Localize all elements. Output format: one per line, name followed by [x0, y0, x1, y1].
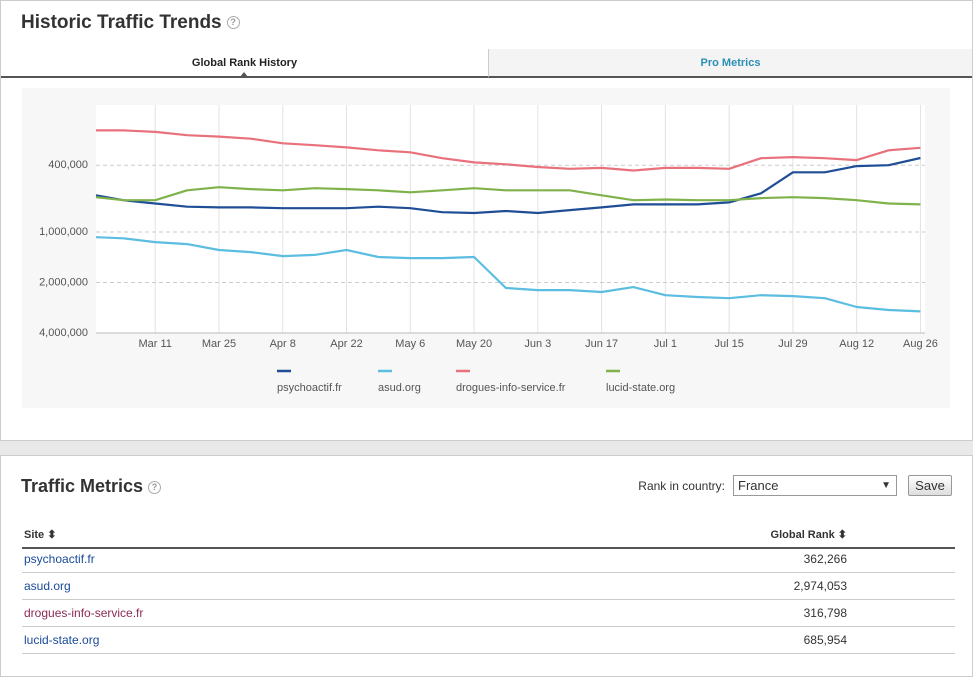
y-tick-label: 4,000,000	[39, 327, 88, 339]
x-tick-label: Jul 15	[714, 338, 743, 350]
country-select[interactable]: France ▼	[733, 475, 897, 496]
tab-pointer	[240, 72, 248, 77]
x-tick-label: Apr 22	[330, 338, 362, 350]
legend-item: psychoactif.fr	[277, 369, 342, 394]
x-tick-label: Jul 1	[654, 338, 677, 350]
column-label: Global Rank	[770, 529, 835, 541]
site-link[interactable]: lucid-state.org	[24, 633, 100, 647]
metrics-title-wrap: Traffic Metrics?	[21, 476, 162, 497]
series-line	[95, 156, 921, 215]
series-line	[95, 236, 921, 313]
country-value: France	[738, 478, 779, 493]
table-row: lucid-state.org 685,954	[22, 627, 955, 654]
legend-label: asud.org	[378, 382, 421, 394]
x-tick-label: Apr 8	[270, 338, 296, 350]
select-arrow: ▼	[881, 480, 891, 491]
x-tick-label: Mar 11	[139, 338, 172, 350]
metrics-title: Traffic Metrics	[21, 476, 144, 496]
series-line	[95, 186, 921, 206]
column-label: Site	[24, 529, 45, 541]
tab[interactable]: Pro Metrics	[489, 49, 972, 78]
legend-label: lucid-state.org	[606, 382, 675, 394]
x-tick-label: May 20	[456, 338, 492, 350]
x-tick-label: Jun 3	[524, 338, 551, 350]
x-tick-label: Aug 26	[903, 338, 938, 350]
panel-title-wrap: Historic Traffic Trends?	[21, 12, 240, 34]
table-row: psychoactif.fr 362,266	[22, 546, 955, 573]
legend-label: psychoactif.fr	[277, 382, 342, 394]
global-rank: 362,266	[803, 552, 847, 566]
y-tick-label: 1,000,000	[39, 226, 88, 238]
y-tick-label: 2,000,000	[39, 276, 88, 288]
global-rank: 316,798	[803, 606, 847, 620]
table-row: asud.org 2,974,053	[22, 573, 955, 600]
x-tick-label: Aug 12	[839, 338, 874, 350]
help-icon[interactable]: ?	[148, 480, 162, 494]
series-line	[96, 129, 921, 172]
x-tick-label: Jun 17	[585, 338, 618, 350]
country-label: Rank in country:	[638, 479, 725, 493]
chart: Mar 11 Mar 25 Apr 8 Apr 22 May 6 May 20 Jun 3 J…	[39, 105, 938, 394]
site-link[interactable]: psychoactif.fr	[24, 552, 95, 566]
x-tick-label: Mar 25	[202, 338, 236, 350]
column-header[interactable]: Global Rank ⬍	[770, 529, 847, 541]
x-tick-label: May 6	[395, 338, 425, 350]
global-rank: 685,954	[803, 633, 847, 647]
table-row: drogues-info-service.fr 316,798	[22, 600, 955, 627]
save-button[interactable]: Save	[908, 475, 952, 496]
legend-item: asud.org	[378, 369, 421, 394]
y-tick-label: 400,000	[48, 159, 88, 171]
legend-item: drogues-info-service.fr	[456, 369, 566, 394]
help-icon[interactable]: ?	[226, 16, 240, 30]
plot-area	[96, 105, 925, 333]
site-link[interactable]: asud.org	[24, 579, 71, 593]
x-tick-label: Jul 29	[778, 338, 807, 350]
table-header: Site ⬍ Global Rank ⬍	[22, 522, 955, 549]
legend-label: drogues-info-service.fr	[456, 382, 566, 394]
site-link[interactable]: drogues-info-service.fr	[24, 606, 144, 620]
panel-title: Historic Traffic Trends	[21, 12, 222, 33]
global-rank: 2,974,053	[793, 579, 847, 593]
legend-item: lucid-state.org	[606, 369, 675, 394]
column-header[interactable]: Site ⬍	[24, 529, 57, 541]
